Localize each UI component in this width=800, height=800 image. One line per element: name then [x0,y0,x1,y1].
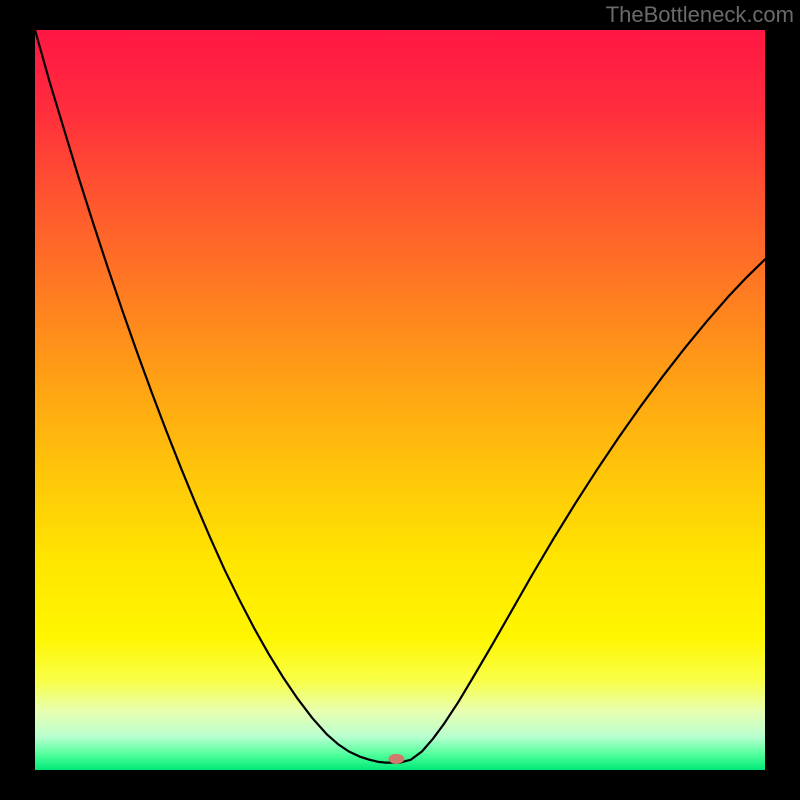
chart-svg [0,0,800,800]
bottleneck-chart: TheBottleneck.com [0,0,800,800]
minimum-marker [388,754,404,764]
gradient-background [35,30,765,770]
